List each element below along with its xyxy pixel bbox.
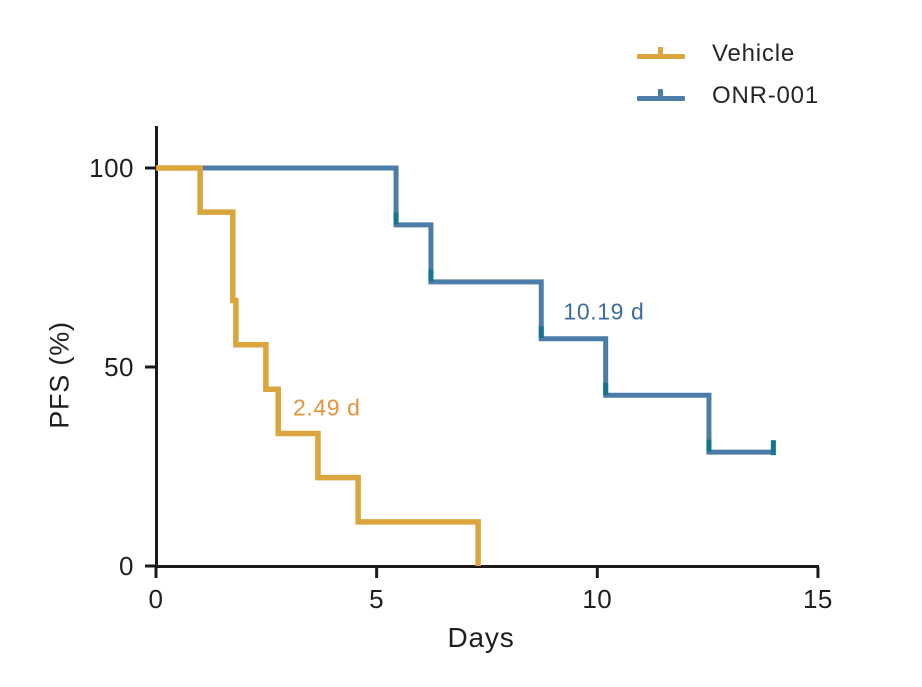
legend-label-vehicle: Vehicle — [712, 40, 795, 67]
legend-label-onr-001: ONR-001 — [712, 82, 819, 109]
x-tick-label: 0 — [148, 584, 164, 614]
y-axis-title: PFS (%) — [44, 321, 75, 429]
event-marker — [603, 382, 609, 395]
x-axis-title: Days — [447, 622, 515, 653]
vehicle-curve-key-icon — [637, 46, 685, 62]
event-marker — [428, 269, 434, 282]
event-marker — [706, 439, 712, 452]
legend-item-vehicle: Vehicle — [637, 40, 819, 68]
km-curve-vehicle — [156, 165, 481, 566]
median-annotation: 10.19 d — [563, 298, 645, 325]
x-tick-label: 5 — [369, 584, 385, 614]
onr-001-curve-key-icon — [637, 88, 685, 104]
legend: Vehicle ONR-001 — [637, 40, 819, 110]
legend-item-onr-001: ONR-001 — [637, 82, 819, 110]
y-tick-label: 50 — [104, 352, 134, 382]
km-curve-onr-001 — [156, 165, 774, 455]
event-marker — [393, 212, 399, 225]
censor-tick-marker — [770, 440, 776, 456]
x-tick-label: 10 — [582, 584, 613, 614]
y-tick-label: 0 — [119, 551, 134, 581]
median-annotation: 2.49 d — [293, 394, 361, 421]
y-tick-label: 100 — [89, 153, 134, 183]
event-marker — [538, 326, 544, 339]
x-tick-label: 15 — [802, 584, 833, 614]
